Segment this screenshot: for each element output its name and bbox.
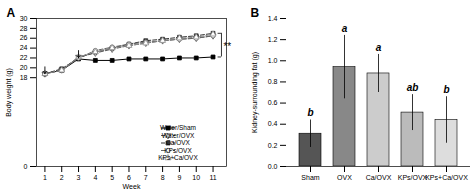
svg-text:8: 8 <box>161 174 165 181</box>
svg-text:KPs+Ca/OVX: KPs+Ca/OVX <box>158 154 198 161</box>
svg-text:20: 20 <box>20 64 28 71</box>
svg-text:1.4: 1.4 <box>268 15 278 22</box>
svg-text:11: 11 <box>209 174 216 181</box>
svg-text:3: 3 <box>77 174 81 181</box>
svg-text:b: b <box>307 107 313 118</box>
svg-text:0.0: 0.0 <box>268 163 278 170</box>
svg-text:OVX: OVX <box>337 174 352 181</box>
svg-text:10: 10 <box>192 174 200 181</box>
svg-text:0: 0 <box>24 163 28 170</box>
svg-text:Water/OVX: Water/OVX <box>162 132 195 139</box>
svg-text:Ca/OVX: Ca/OVX <box>366 174 392 181</box>
svg-text:5: 5 <box>110 174 114 181</box>
svg-text:b: b <box>443 84 449 95</box>
svg-text:KPs+Ca/OVX: KPs+Ca/OVX <box>425 174 468 181</box>
svg-text:1.0: 1.0 <box>268 57 278 64</box>
svg-text:7: 7 <box>144 174 148 181</box>
svg-text:**: ** <box>223 41 231 52</box>
svg-text:a: a <box>376 42 382 53</box>
svg-text:0.6: 0.6 <box>268 99 278 106</box>
svg-text:0.4: 0.4 <box>268 120 278 127</box>
svg-text:Body weight (g): Body weight (g) <box>5 68 13 117</box>
svg-text:ab: ab <box>407 82 419 93</box>
svg-text:22: 22 <box>20 54 28 61</box>
svg-text:a: a <box>342 23 348 34</box>
svg-text:0.8: 0.8 <box>268 78 278 85</box>
svg-text:4: 4 <box>93 174 97 181</box>
svg-text:1: 1 <box>43 174 47 181</box>
svg-text:26: 26 <box>20 34 28 41</box>
svg-text:24: 24 <box>20 44 28 51</box>
svg-text:B: B <box>251 6 260 20</box>
svg-text:Ca/OVX: Ca/OVX <box>166 139 191 146</box>
svg-text:9: 9 <box>177 174 181 181</box>
svg-text:KPs/OVX: KPs/OVX <box>398 174 428 181</box>
svg-text:Sham: Sham <box>301 174 319 181</box>
svg-text:0.2: 0.2 <box>268 142 278 149</box>
svg-text:1.2: 1.2 <box>268 36 278 43</box>
svg-text:30: 30 <box>20 15 28 22</box>
svg-text:A: A <box>7 6 16 20</box>
svg-text:28: 28 <box>20 25 28 32</box>
svg-text:Kidney-surrounding fat (g): Kidney-surrounding fat (g) <box>251 52 259 133</box>
svg-text:2: 2 <box>60 174 64 181</box>
svg-text:Week: Week <box>123 183 141 190</box>
svg-text:Water/Sham: Water/Sham <box>160 124 196 131</box>
svg-text:18: 18 <box>20 74 28 81</box>
svg-text:KPs/OVX: KPs/OVX <box>164 147 192 154</box>
svg-text:6: 6 <box>127 174 131 181</box>
